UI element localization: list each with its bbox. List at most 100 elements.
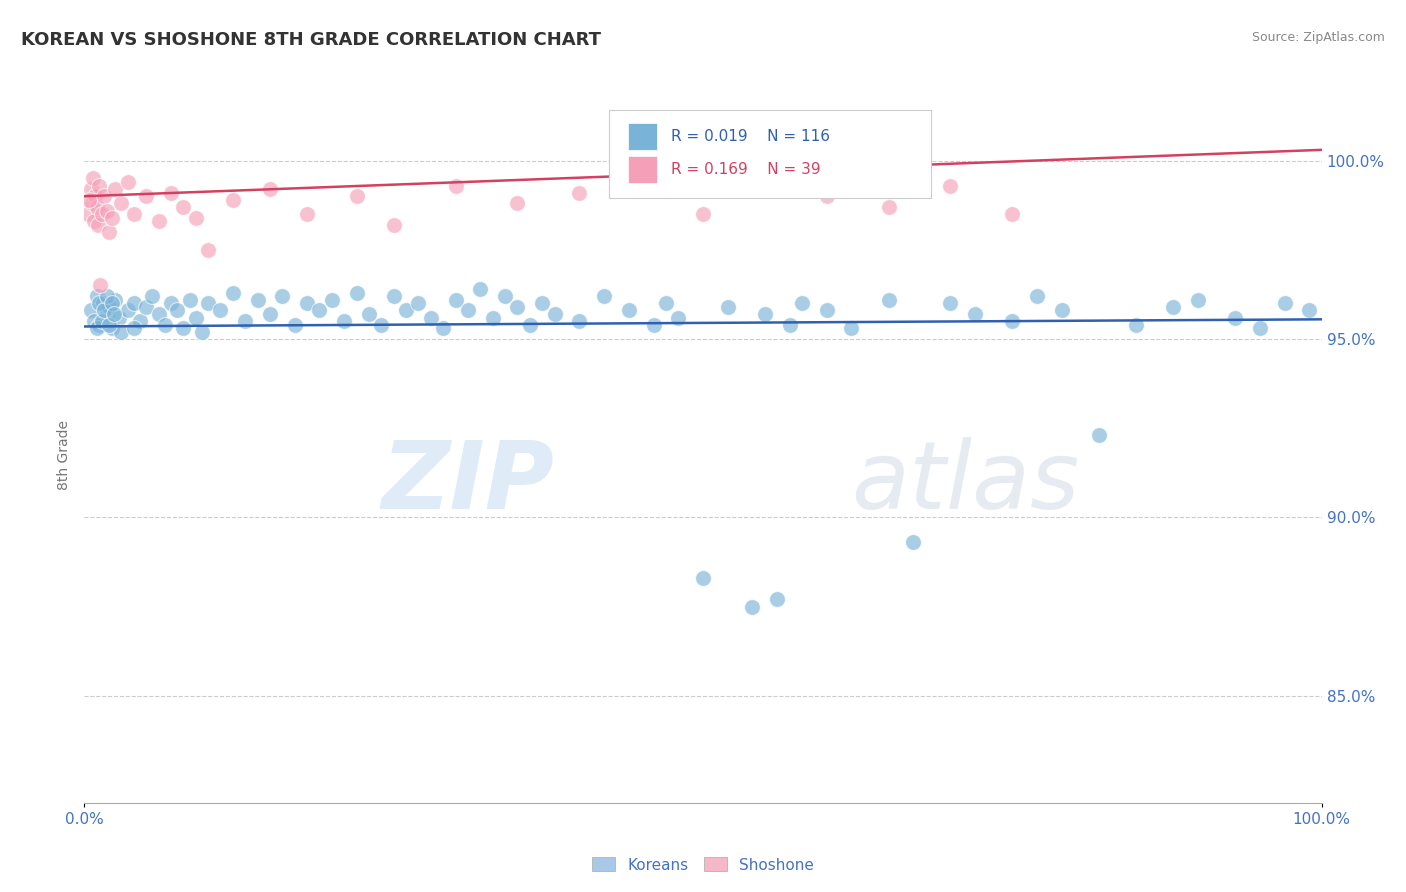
Point: [90, 314, 112, 328]
Point: [617, 303, 640, 318]
Point: [754, 307, 776, 321]
Point: [444, 293, 467, 307]
Point: [408, 296, 430, 310]
Point: [191, 325, 214, 339]
Point: [457, 303, 479, 318]
Point: [419, 310, 441, 325]
Point: [295, 296, 318, 310]
Text: R = 0.169    N = 39: R = 0.169 N = 39: [671, 162, 820, 177]
Point: [184, 310, 207, 325]
Point: [1026, 289, 1049, 303]
Point: [90, 207, 112, 221]
Point: [1161, 300, 1184, 314]
Point: [1298, 303, 1320, 318]
Point: [87, 218, 110, 232]
Point: [481, 310, 503, 325]
Point: [100, 321, 122, 335]
Point: [166, 303, 188, 318]
Point: [1050, 303, 1073, 318]
Point: [321, 293, 343, 307]
Point: [1223, 310, 1246, 325]
Point: [1187, 293, 1209, 307]
Point: [89, 296, 111, 310]
Point: [86, 321, 108, 335]
Point: [110, 325, 132, 339]
Point: [246, 293, 269, 307]
Point: [1125, 318, 1147, 332]
Point: [692, 207, 714, 221]
Point: [741, 599, 763, 614]
Point: [877, 293, 900, 307]
Point: [153, 318, 176, 332]
Point: [160, 296, 183, 310]
Point: [98, 318, 121, 332]
Legend: Koreans, Shoshone: Koreans, Shoshone: [586, 851, 820, 879]
Point: [692, 571, 714, 585]
Point: [148, 214, 170, 228]
Point: [148, 307, 170, 321]
Point: [117, 303, 139, 318]
Point: [209, 303, 232, 318]
Point: [172, 321, 194, 335]
Point: [939, 178, 962, 193]
Point: [104, 182, 127, 196]
Point: [135, 189, 157, 203]
Point: [117, 175, 139, 189]
Point: [98, 300, 121, 314]
Point: [96, 289, 118, 303]
Point: [593, 289, 616, 303]
Point: [506, 196, 529, 211]
Point: [108, 310, 131, 325]
Point: [1001, 207, 1024, 221]
Point: [135, 300, 157, 314]
Point: [333, 314, 356, 328]
Point: [83, 214, 105, 228]
Point: [172, 200, 194, 214]
Point: [93, 303, 115, 318]
Point: [222, 285, 245, 300]
Point: [643, 318, 665, 332]
Text: Source: ZipAtlas.com: Source: ZipAtlas.com: [1251, 31, 1385, 45]
Point: [346, 189, 368, 203]
Point: [543, 307, 565, 321]
Point: [666, 310, 689, 325]
Point: [815, 303, 838, 318]
Point: [841, 321, 863, 335]
Point: [129, 314, 152, 328]
Point: [506, 300, 529, 314]
Point: [1274, 296, 1296, 310]
Point: [83, 314, 105, 328]
Point: [346, 285, 368, 300]
Point: [197, 296, 219, 310]
Point: [877, 200, 900, 214]
Point: [79, 193, 101, 207]
Point: [82, 171, 104, 186]
Point: [295, 207, 318, 221]
Point: [766, 592, 789, 607]
Point: [470, 282, 492, 296]
Point: [717, 300, 740, 314]
Point: [110, 196, 132, 211]
Point: [815, 189, 838, 203]
Point: [197, 243, 219, 257]
Point: [357, 307, 380, 321]
Text: ZIP: ZIP: [381, 437, 554, 529]
Point: [122, 321, 145, 335]
Point: [91, 296, 114, 310]
Point: [122, 207, 145, 221]
Point: [89, 278, 111, 293]
Point: [382, 218, 405, 232]
Point: [103, 307, 125, 321]
Point: [222, 193, 245, 207]
Point: [80, 196, 103, 211]
Point: [370, 318, 392, 332]
Point: [271, 289, 294, 303]
Point: [184, 211, 207, 225]
Point: [86, 289, 108, 303]
Point: [519, 318, 541, 332]
Point: [259, 182, 281, 196]
Point: [122, 296, 145, 310]
Point: [1001, 314, 1024, 328]
Point: [179, 293, 201, 307]
Point: [779, 318, 801, 332]
